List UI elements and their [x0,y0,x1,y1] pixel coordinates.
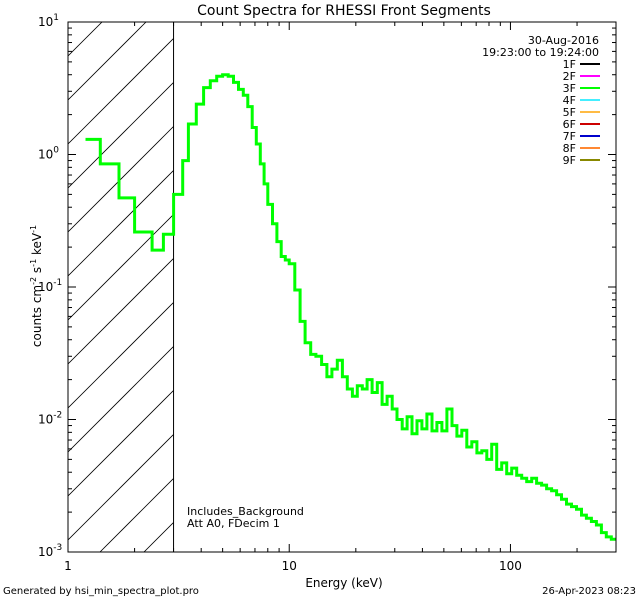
hatch-line [68,258,174,365]
hatch-line [99,478,174,552]
hatch-line [68,302,174,409]
x-tick-label: 10 [282,559,297,573]
hatch-line [68,0,174,12]
series-line-3F [85,73,616,541]
y-tick-label: 10-1 [38,278,62,294]
annotation-background: Includes_Background [187,505,304,518]
x-tick-label: 1 [64,559,72,573]
legend-label: 8F [563,142,576,155]
hatch-line [68,214,174,321]
chart-title: Count Spectra for RHESSI Front Segments [197,3,491,19]
x-axis-label: Energy (keV) [305,576,382,590]
hatch-line [68,390,174,497]
hatch-line [68,170,174,277]
hatch-line [68,82,174,189]
plot-frame [67,21,617,553]
hatch-line [68,434,174,541]
generated-by-label: Generated by hsi_min_spectra_plot.pro [3,586,199,597]
y-axis-label: counts cm-2 s-1 keV-1 [29,225,44,347]
y-tick-label: 10-3 [38,543,62,559]
hatch-line [68,346,174,453]
y-tick-label: 100 [38,146,59,162]
hatch-line [68,38,174,145]
annotation-attenuator: Att A0, FDecim 1 [187,517,280,530]
legend-label: 1F [563,58,576,71]
hatch-line [68,22,147,101]
legend-label: 2F [563,70,576,83]
hatch-line [68,22,103,57]
y-tick-label: 101 [38,13,59,29]
legend-label: 9F [563,154,576,167]
date-label: 30-Aug-2016 [528,34,599,47]
hatch-line [143,522,174,552]
x-tick-label: 100 [499,559,522,573]
legend-label: 3F [563,82,576,95]
legend-label: 7F [563,130,576,143]
time-range-label: 19:23:00 to 19:24:00 [482,46,599,59]
hatch-line [68,126,174,233]
timestamp-label: 26-Apr-2023 08:23 [542,586,636,597]
y-tick-label: 10-2 [38,411,62,427]
legend-label: 6F [563,118,576,131]
legend-label: 5F [563,106,576,119]
hatched-region [68,0,175,552]
legend-label: 4F [563,94,576,107]
